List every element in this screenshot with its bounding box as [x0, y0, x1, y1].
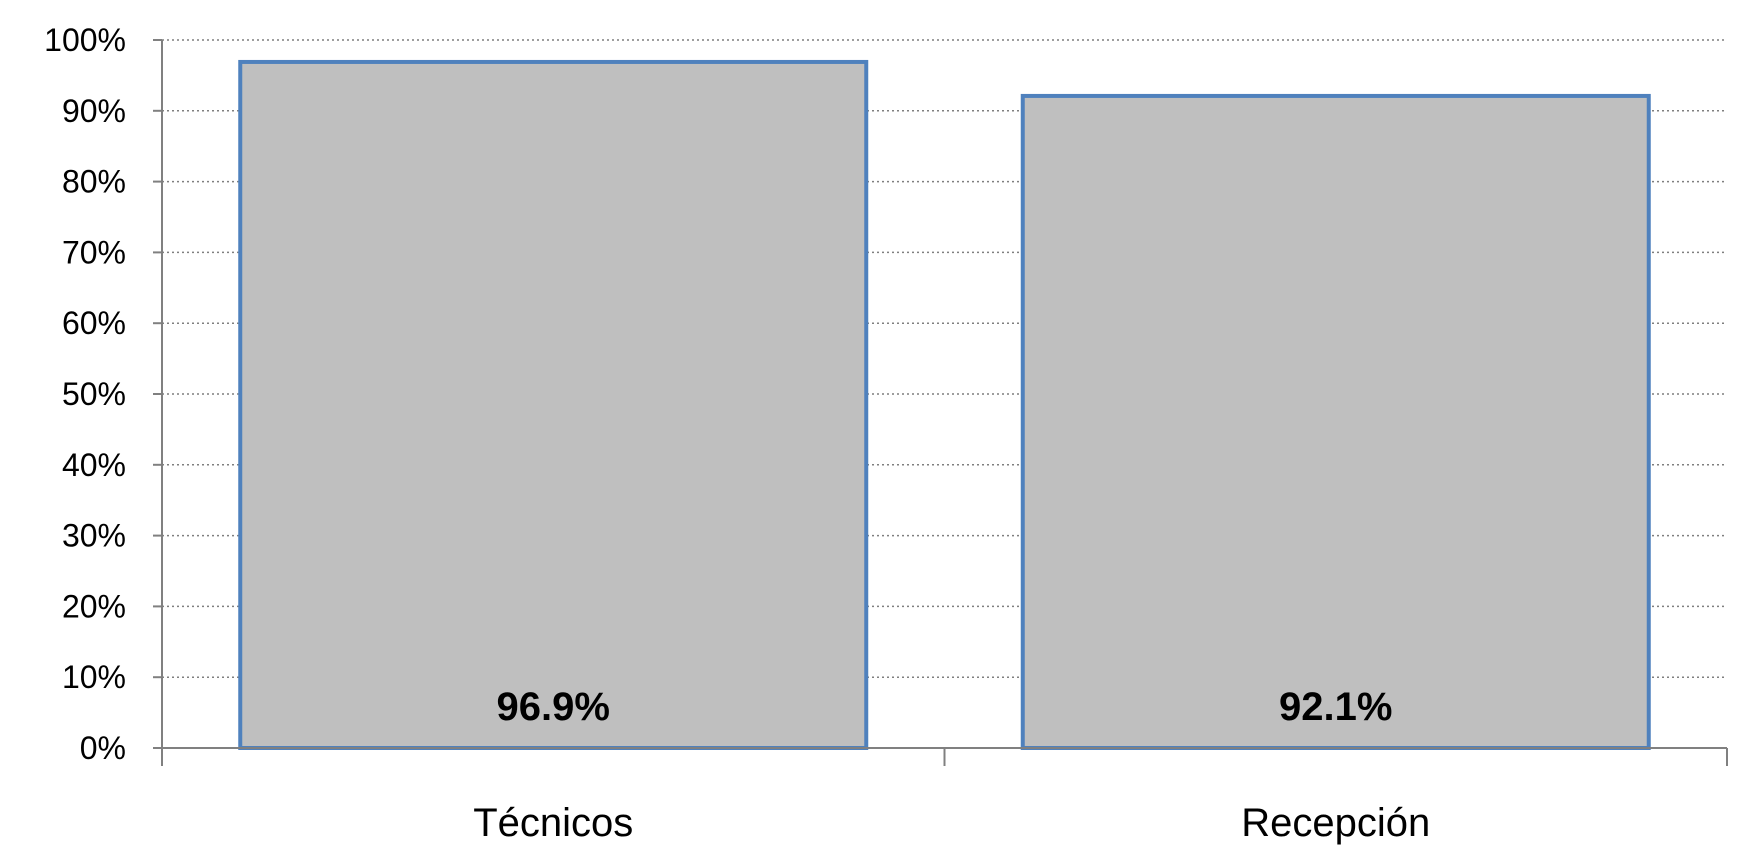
y-tick-label: 10%: [62, 659, 126, 695]
data-label: 92.1%: [1279, 685, 1392, 729]
x-axis-category-labels: Técnicos Recepción: [473, 801, 1430, 845]
y-tick-label: 30%: [62, 518, 126, 554]
x-category-label: Recepción: [1241, 801, 1430, 845]
bar-1: [238, 59, 869, 750]
data-label: 96.9%: [497, 685, 610, 729]
y-tick-label: 40%: [62, 447, 126, 483]
y-axis-tick-labels: 0% 10% 20% 30% 40% 50% 60% 70% 80% 90% 100%: [44, 22, 126, 766]
y-tick-label: 100%: [44, 22, 126, 58]
y-tick-label: 50%: [62, 376, 126, 412]
axes: [153, 39, 1728, 766]
y-tick-label: 90%: [62, 93, 126, 129]
y-tick-label: 80%: [62, 164, 126, 200]
y-tick-label: 60%: [62, 305, 126, 341]
y-tick-label: 0%: [80, 730, 126, 766]
x-category-label: Técnicos: [473, 801, 633, 845]
bars: [238, 59, 1651, 750]
y-tick-label: 20%: [62, 588, 126, 624]
y-tick-label: 70%: [62, 234, 126, 270]
data-labels: 96.9% 92.1%: [497, 685, 1393, 729]
bar-2: [1020, 93, 1651, 750]
